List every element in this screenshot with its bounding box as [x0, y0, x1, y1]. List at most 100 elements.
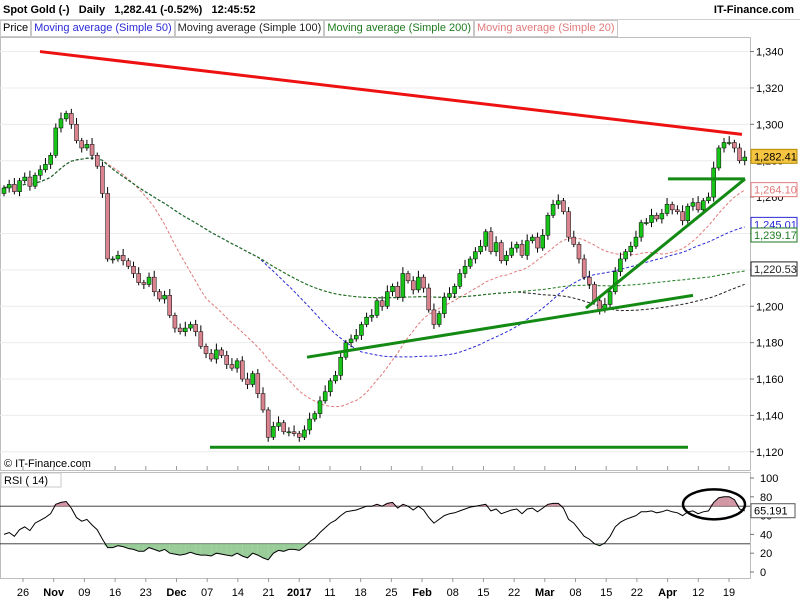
- candle-body: [297, 433, 302, 438]
- candle-body: [504, 255, 509, 262]
- rsi-oversold-fill: [174, 543, 181, 556]
- price-tick-label: 1,140: [756, 410, 784, 422]
- candle-body: [79, 140, 84, 149]
- candle-body: [177, 327, 183, 332]
- candle-body: [509, 247, 514, 256]
- candle-body: [571, 236, 577, 245]
- candle-body: [654, 215, 659, 220]
- candle-body: [623, 251, 628, 260]
- rsi-last-value-box: [750, 503, 796, 519]
- price-tick-label: 1,160: [756, 374, 784, 386]
- candle-body: [255, 373, 261, 394]
- rsi-oversold-fill: [299, 543, 305, 551]
- legend-ma-50[interactable]: Moving average (Simple 50): [31, 20, 175, 37]
- candle-body: [74, 124, 79, 141]
- candle-body: [369, 315, 375, 318]
- ma-value-label-box: [750, 261, 798, 277]
- candle-body: [597, 300, 602, 311]
- legend-ma-20[interactable]: Moving average (Simple 20): [474, 20, 618, 37]
- candle-body: [94, 155, 100, 167]
- rsi-oversold-fill: [143, 543, 150, 552]
- candle-body: [240, 360, 245, 380]
- candle-body: [151, 276, 157, 292]
- quote-label: 1,282.41 (-0.52%): [114, 4, 203, 16]
- candle-body: [84, 144, 90, 149]
- rsi-last-value-label: 65.191: [754, 506, 788, 518]
- legend-price[interactable]: Price: [0, 20, 32, 37]
- rsi-label: RSI ( 14): [4, 475, 48, 487]
- candle-body: [524, 240, 530, 256]
- rsi-oversold-fill: [237, 543, 243, 557]
- candle-body: [452, 285, 457, 294]
- watermark-text: © IT-Finance.com: [4, 458, 91, 470]
- x-tick-label: 25: [385, 587, 397, 599]
- candle-body: [426, 287, 432, 311]
- legend-ma-100[interactable]: Moving average (Simple 100): [174, 20, 325, 37]
- candle-body: [63, 113, 69, 120]
- candle-body: [576, 244, 582, 260]
- rsi-line: [3, 496, 745, 561]
- rsi-oversold-fill: [200, 543, 207, 556]
- price-tick-label: 1,300: [756, 119, 784, 131]
- rsi-tick-label: 20: [760, 548, 772, 560]
- candle-body: [328, 380, 333, 393]
- legend-ma-200[interactable]: Moving average (Simple 200): [324, 20, 475, 37]
- rsi-oversold-fill: [211, 543, 217, 557]
- rsi-overbought-fill: [718, 496, 725, 507]
- candle-body: [198, 331, 204, 347]
- rsi-oversold-fill: [107, 543, 113, 548]
- x-tick-label: 11: [324, 587, 335, 599]
- price-tick-label: 1,200: [756, 301, 784, 313]
- candle-body: [628, 245, 634, 252]
- rsi-oversold-fill: [185, 543, 191, 555]
- candle-body: [473, 251, 478, 260]
- candle-body: [317, 400, 323, 414]
- time-label: 12:45:52: [211, 4, 256, 16]
- ma-value-label-box: [750, 227, 798, 243]
- rsi-oversold-fill: [123, 543, 129, 549]
- rsi-oversold-fill: [294, 543, 300, 551]
- candle-body: [535, 236, 540, 249]
- candle-body: [260, 393, 266, 411]
- candle-body: [701, 200, 706, 211]
- x-tick-label: Feb: [412, 587, 432, 599]
- candle-body: [126, 260, 131, 267]
- candle-body: [38, 169, 43, 176]
- rsi-overbought-fill: [713, 497, 719, 507]
- rsi-oversold-fill: [278, 543, 284, 552]
- candle-body: [587, 276, 592, 285]
- candle-body: [115, 255, 121, 260]
- ma-50-line: [3, 157, 745, 358]
- candle-body: [436, 313, 442, 325]
- candle-body: [644, 222, 649, 224]
- candle-body: [172, 315, 178, 329]
- candle-body: [22, 176, 27, 181]
- candle-body: [214, 349, 219, 360]
- candle-body: [234, 360, 240, 369]
- candle-body: [566, 211, 571, 238]
- candle-body: [162, 295, 167, 300]
- rsi-tick-label: 0: [760, 567, 766, 579]
- candle-body: [286, 431, 292, 434]
- x-tick-label: 21: [262, 587, 274, 599]
- candle-body: [519, 244, 525, 256]
- candle-body: [550, 204, 556, 216]
- chart-header: Spot Gold (-) Daily 1,282.41 (-0.52%) 12…: [0, 0, 800, 20]
- candle-body: [530, 236, 535, 242]
- price-tick-label: 1,340: [756, 47, 784, 59]
- candle-body: [467, 258, 473, 267]
- candle-body: [312, 413, 318, 420]
- ma-value-label: 1,220.53: [754, 264, 797, 276]
- rising-support-line: [306, 293, 694, 359]
- candle-body: [638, 222, 644, 238]
- candle-body: [1, 187, 7, 194]
- rsi-tick-label: 80: [760, 492, 772, 504]
- instrument-name: Spot Gold (-): [3, 4, 70, 16]
- ma-value-label: 1,264.10: [754, 185, 797, 197]
- ma-100-line: [3, 157, 745, 312]
- candle-body: [32, 175, 38, 187]
- candle-body: [120, 255, 126, 262]
- x-tick-label: Dec: [166, 587, 186, 599]
- candle-body: [737, 147, 742, 161]
